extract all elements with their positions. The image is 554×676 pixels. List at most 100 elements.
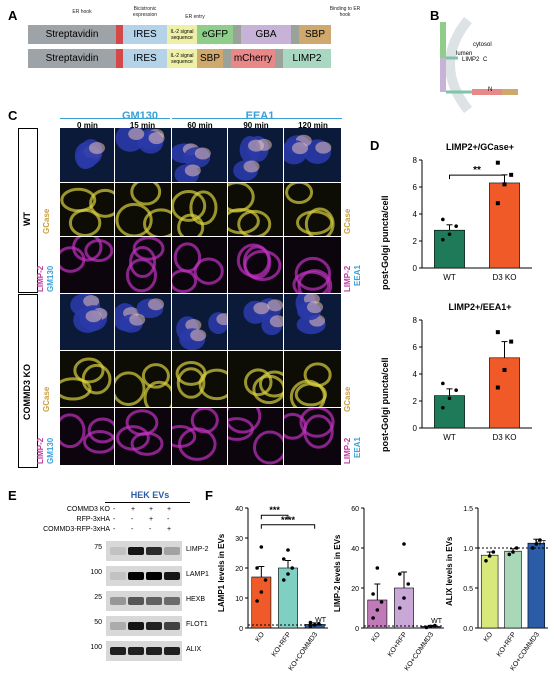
data-point — [441, 217, 445, 222]
blot-condition-sign: + — [131, 506, 136, 513]
data-point — [379, 600, 384, 604]
cell-signal — [176, 367, 206, 399]
bar — [480, 554, 499, 629]
header-er-entry: ER entry — [185, 14, 205, 20]
blot-condition-sign: + — [149, 506, 154, 513]
y-tick-label: 6 — [413, 183, 418, 192]
cell-signal — [284, 412, 307, 440]
cassette-linker — [223, 49, 231, 68]
limp2-topology-diagram — [440, 16, 518, 114]
channel-limp2-ko: LIMP-2 — [36, 437, 45, 464]
blot-protein-label: LAMP1 — [186, 571, 209, 578]
gba-segment — [440, 58, 446, 92]
y-tick-label: 0.0 — [463, 626, 473, 633]
data-point — [406, 582, 411, 586]
micrograph-cells — [172, 242, 224, 293]
data-point — [286, 572, 290, 576]
micrograph-tile — [60, 183, 115, 237]
y-tick-label: 0 — [413, 264, 418, 273]
cell-signal — [243, 249, 282, 282]
micrograph-cells — [115, 183, 171, 236]
cell-signal — [81, 363, 112, 395]
cell-signal — [190, 408, 219, 434]
membrane — [445, 16, 473, 114]
y-tick-label: 6 — [413, 343, 418, 352]
blot-condition-sign: - — [113, 516, 116, 523]
cell-signal — [172, 190, 207, 222]
data-point — [534, 542, 539, 546]
y-tick-label: 40 — [235, 506, 243, 513]
cell-signal — [125, 409, 159, 436]
cell-signal — [295, 210, 334, 235]
chart-limp2-gcase: 0 2 4 6 8 WT D3 KO ** — [413, 156, 532, 282]
data-point — [281, 578, 286, 582]
blot-condition-sign: + — [167, 506, 172, 513]
bar — [489, 182, 520, 269]
significance-stars: *** — [269, 505, 280, 515]
cytoplasm-signal — [315, 141, 332, 154]
chart-d1-title: LIMP2+/GCase+ — [445, 142, 515, 152]
data-point — [259, 545, 264, 549]
cassette-streptavidin: Streptavidin — [28, 25, 116, 44]
bar — [367, 599, 388, 629]
time-label: 60 min — [187, 121, 213, 130]
micrograph-tile — [60, 128, 115, 183]
micrograph-tile — [284, 237, 342, 294]
data-point — [454, 388, 458, 392]
group-gm130-line — [60, 118, 170, 119]
group-eea1: EEA1 — [245, 110, 275, 122]
cassette-sbp: SBP — [197, 49, 223, 68]
significance-stars: ** — [473, 165, 481, 176]
cell-signal — [252, 374, 283, 405]
data-point — [487, 554, 492, 558]
micrograph-cells — [172, 408, 219, 461]
cassette-kdel — [116, 25, 123, 44]
cell-signal — [198, 368, 227, 401]
cassette-gba: GBA — [241, 25, 291, 44]
blot-condition-sign: + — [149, 516, 154, 523]
cell-signal — [177, 213, 205, 236]
y-tick-label: 4 — [413, 210, 418, 219]
data-point — [484, 559, 488, 563]
blot-band — [110, 597, 126, 605]
data-point — [263, 578, 268, 582]
micrograph-cells — [60, 187, 114, 236]
data-point — [371, 592, 375, 596]
blot-condition-label: COMMD3 KO — [66, 506, 110, 513]
blot-mw-marker: 100 — [90, 644, 102, 651]
x-tick-label: KO+COMMD3 — [288, 631, 320, 672]
data-point — [428, 624, 433, 629]
channel-gcase-ko-right: GCase — [343, 386, 352, 412]
data-point — [281, 557, 286, 561]
channel-limp2-ko-right: LIMP-2 — [343, 437, 352, 464]
micrograph-cells — [60, 237, 114, 273]
blot-band — [164, 572, 180, 580]
blot-band — [128, 647, 144, 655]
cassette-sbp: SBP — [299, 25, 331, 44]
data-point — [507, 552, 512, 557]
data-point — [454, 224, 458, 228]
data-point — [441, 237, 445, 242]
data-point — [509, 339, 514, 344]
panel-label-c: C — [8, 108, 18, 123]
blot-title-line — [105, 502, 190, 503]
data-point — [495, 201, 500, 206]
blot-band — [164, 547, 180, 555]
blot-strip — [106, 616, 182, 636]
bar — [434, 395, 465, 429]
micrograph-cells — [233, 136, 272, 181]
micrograph-cells — [115, 128, 165, 154]
blot-strip — [106, 541, 182, 561]
panel-label-f: F — [205, 488, 213, 503]
micrograph-tile — [115, 237, 172, 294]
cytoplasm-signal — [148, 298, 165, 311]
micrograph-tile — [172, 237, 228, 294]
blot-condition-sign: - — [149, 526, 152, 533]
data-point — [433, 623, 437, 628]
micrograph-cells — [115, 298, 165, 333]
label-cytosol: cytosol — [473, 42, 492, 48]
data-point — [397, 606, 402, 610]
micrograph-cells — [236, 243, 282, 282]
micrograph-cells — [125, 237, 165, 293]
cell-signal — [294, 256, 332, 291]
